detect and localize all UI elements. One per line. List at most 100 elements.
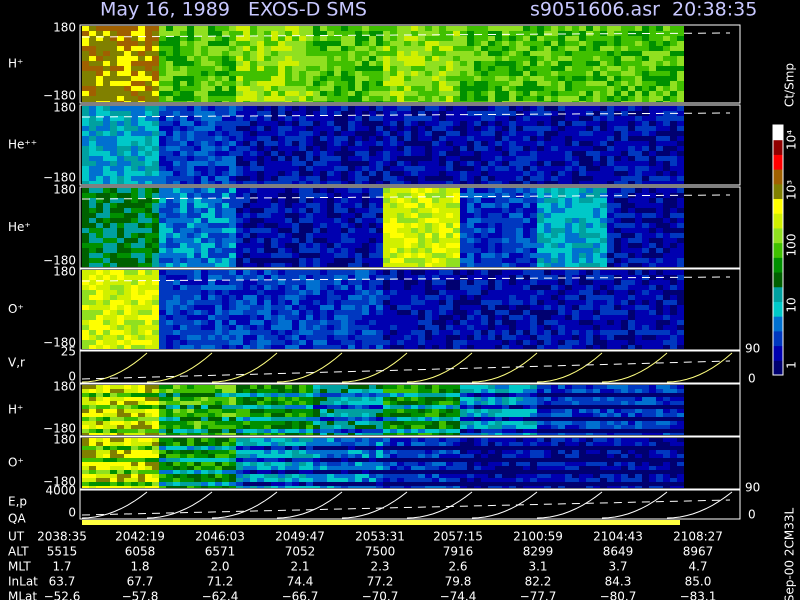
spectrogram-cell — [572, 116, 579, 121]
spectrogram-cell — [523, 176, 530, 181]
spectrogram-cell — [215, 161, 222, 166]
spectrogram-cell — [313, 156, 320, 161]
spectrogram-cell — [145, 31, 152, 36]
spectrogram-cell — [208, 86, 215, 91]
spectrogram-cell — [278, 141, 285, 146]
spectrogram-cell — [677, 106, 684, 111]
spectrogram-cell — [334, 320, 341, 325]
spectrogram-cell — [243, 46, 250, 51]
spectrogram-cell — [117, 305, 124, 310]
spectrogram-cell — [250, 228, 257, 233]
spectrogram-cell — [159, 270, 166, 275]
spectrogram-cell — [537, 253, 544, 258]
spectrogram-cell — [229, 26, 236, 31]
spectrogram-cell — [544, 131, 551, 136]
spectrogram-cell — [418, 36, 425, 41]
spectrogram-cell — [271, 136, 278, 141]
spectrogram-cell — [222, 270, 229, 275]
spectrogram-cell — [82, 26, 89, 31]
spectrogram-cell — [474, 96, 481, 101]
spectrogram-cell — [313, 151, 320, 156]
spectrogram-cell — [600, 56, 607, 61]
spectrogram-cell — [285, 136, 292, 141]
spectrogram-cell — [439, 335, 446, 340]
spectrogram-cell — [649, 116, 656, 121]
spectrogram-cell — [537, 56, 544, 61]
spectrogram-cell — [390, 106, 397, 111]
spectrogram-cell — [271, 330, 278, 335]
spectrogram-cell — [432, 131, 439, 136]
spectrogram-cell — [411, 56, 418, 61]
spectrogram-cell — [250, 91, 257, 96]
spectrogram-cell — [173, 146, 180, 151]
spectrogram-cell — [131, 86, 138, 91]
spectrogram-cell — [341, 81, 348, 86]
spectrogram-cell — [565, 41, 572, 46]
spectrogram-cell — [460, 176, 467, 181]
spectrogram-cell — [656, 126, 663, 131]
spectrogram-cell — [257, 41, 264, 46]
spectrogram-cell — [586, 213, 593, 218]
spectrogram-cell — [278, 300, 285, 305]
spectrogram-cell — [362, 61, 369, 66]
spectrogram-cell — [481, 56, 488, 61]
spectrogram-cell — [159, 258, 166, 263]
spectrogram-cell — [677, 81, 684, 86]
spectrogram-cell — [152, 181, 159, 184]
spectrogram-cell — [530, 36, 537, 41]
spectrogram-cell — [376, 258, 383, 263]
spectrogram-cell — [285, 61, 292, 66]
spectrogram-cell — [502, 66, 509, 71]
spectrogram-cell — [313, 26, 320, 31]
spectrogram-cell — [523, 36, 530, 41]
spectrogram-cell — [607, 253, 614, 258]
spectrogram-cell — [404, 315, 411, 320]
spectrogram-cell — [390, 213, 397, 218]
spectrogram-cell — [264, 315, 271, 320]
spectrogram-cell — [600, 188, 607, 193]
spectrogram-cell — [551, 66, 558, 71]
spectrogram-cell — [313, 46, 320, 51]
spectrogram-cell — [89, 101, 96, 102]
spectrogram-cell — [369, 243, 376, 248]
spectrogram-cell — [390, 146, 397, 151]
spectrogram-cell — [215, 218, 222, 223]
spectrogram-cell — [383, 86, 390, 91]
spectrogram-cell — [299, 253, 306, 258]
spectrogram-cell — [215, 181, 222, 184]
spectrogram-cell — [292, 263, 299, 267]
spectrogram-cell — [677, 203, 684, 208]
spectrogram-cell — [313, 203, 320, 208]
spectrogram-cell — [278, 243, 285, 248]
spectrogram-cell — [600, 213, 607, 218]
spectrogram-cell — [313, 86, 320, 91]
spectrogram-cell — [453, 193, 460, 198]
spectrogram-cell — [397, 41, 404, 46]
spectrogram-cell — [397, 136, 404, 141]
spectrogram-cell — [117, 146, 124, 151]
spectrogram-cell — [215, 233, 222, 238]
spectrogram-cell — [89, 208, 96, 213]
spectrogram-cell — [579, 188, 586, 193]
spectrogram-cell — [243, 116, 250, 121]
spectrogram-cell — [572, 243, 579, 248]
spectrogram-cell — [537, 96, 544, 101]
spectrogram-cell — [593, 61, 600, 66]
spectrogram-cell — [222, 285, 229, 290]
spectrogram-cell — [642, 161, 649, 166]
spectrogram-cell — [194, 203, 201, 208]
spectrogram-cell — [222, 61, 229, 66]
spectrogram-cell — [376, 243, 383, 248]
spectrogram-cell — [229, 156, 236, 161]
spectrogram-cell — [208, 243, 215, 248]
spectrogram-cell — [166, 345, 173, 349]
spectrogram-cell — [82, 275, 89, 280]
spectrogram-cell — [138, 280, 145, 285]
spectrogram-cell — [649, 248, 656, 253]
spectrogram-cell — [208, 345, 215, 349]
spectrogram-cell — [348, 86, 355, 91]
spectrogram-cell — [89, 203, 96, 208]
spectrogram-cell — [558, 203, 565, 208]
spectrogram-cell — [516, 176, 523, 181]
spectrogram-cell — [229, 258, 236, 263]
